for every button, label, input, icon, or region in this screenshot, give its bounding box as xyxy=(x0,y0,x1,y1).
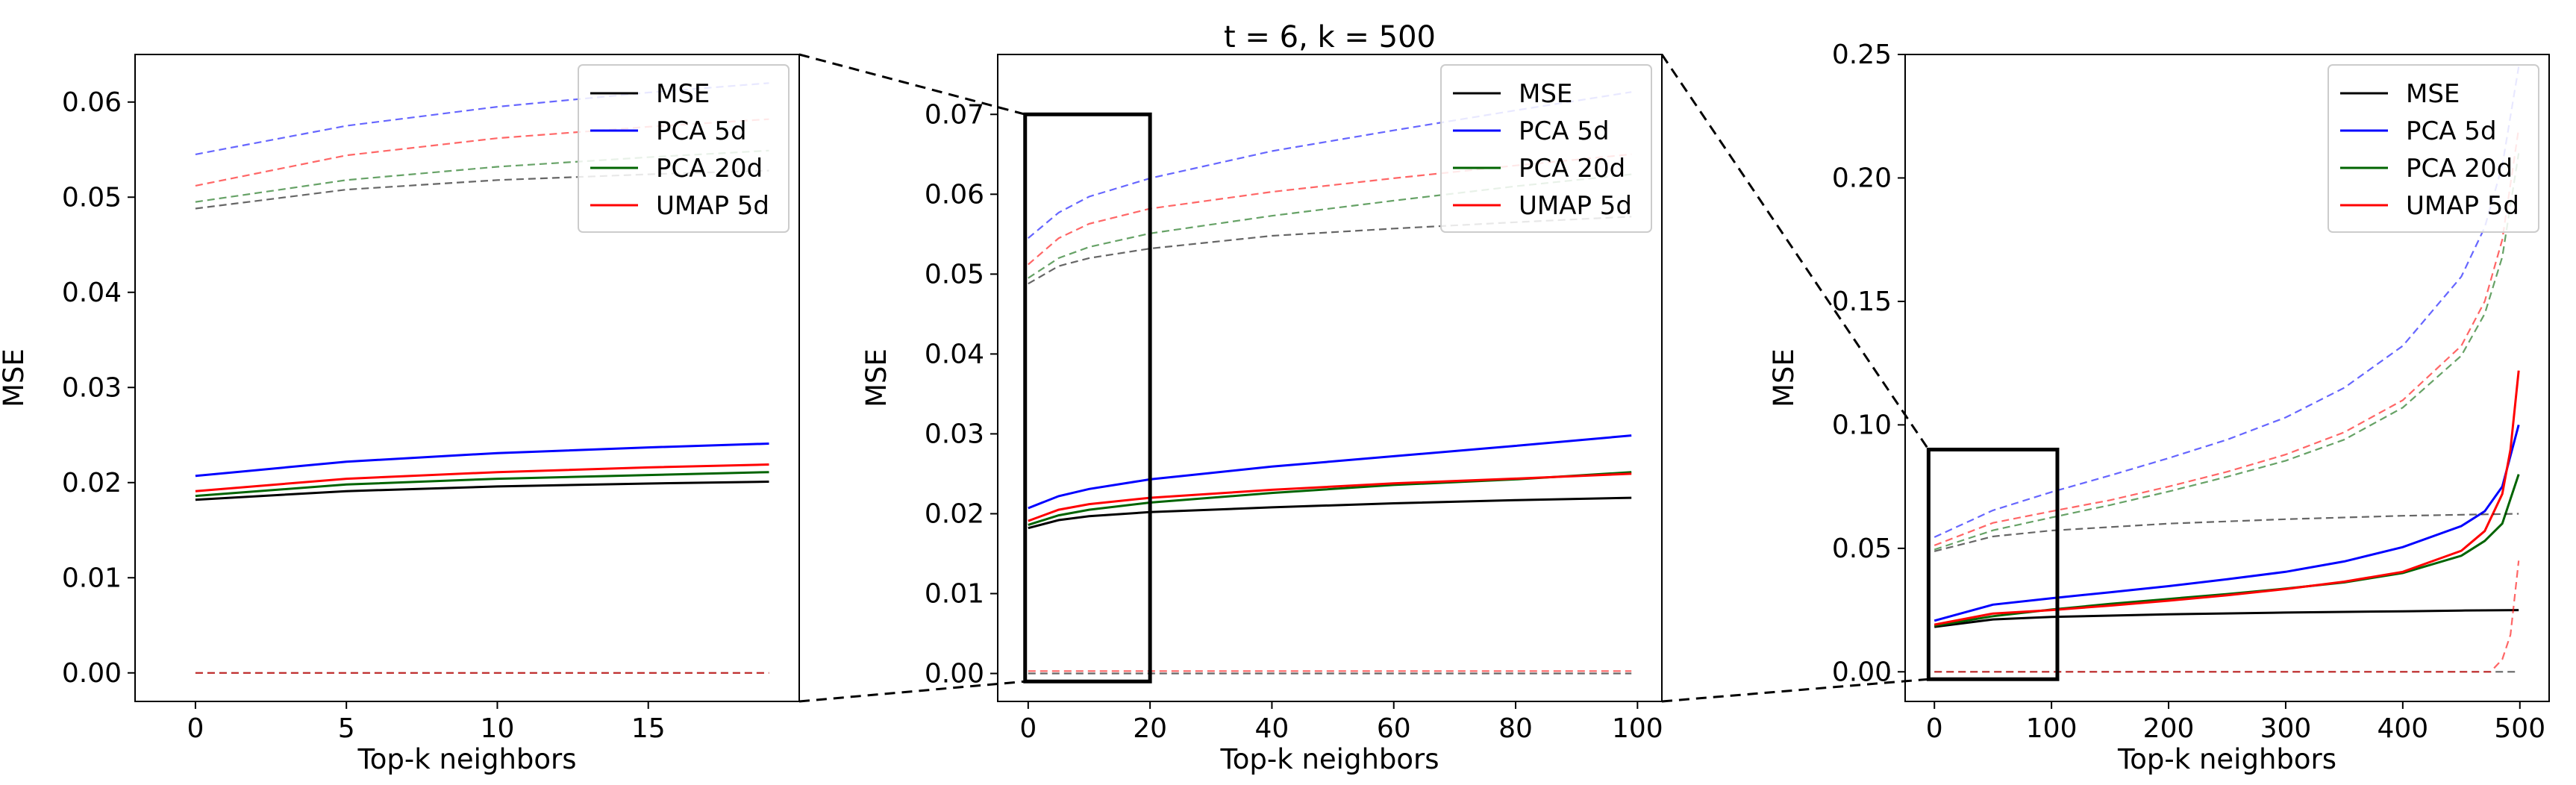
y-tick-label: 0.10 xyxy=(1832,410,1892,440)
x-tick-label: 80 xyxy=(1498,713,1533,744)
x-tick-label: 100 xyxy=(2026,713,2078,744)
x-axis-label: Top-k neighbors xyxy=(2117,743,2336,775)
legend-label: PCA 5d xyxy=(1519,116,1610,146)
x-tick-label: 20 xyxy=(1133,713,1167,744)
x-axis-label: Top-k neighbors xyxy=(1219,743,1439,775)
series-line-pca-5d-dashed xyxy=(1933,66,2520,538)
x-tick-label: 10 xyxy=(481,713,515,744)
legend-label: PCA 20d xyxy=(2406,154,2513,184)
y-tick-label: 0.25 xyxy=(1832,40,1892,70)
series-line-pca-20d-solid xyxy=(195,471,769,498)
series-line-pca-20d-dashed xyxy=(1933,153,2520,551)
x-tick-label: 400 xyxy=(2378,713,2429,744)
x-tick-label: 500 xyxy=(2494,713,2545,744)
legend-box xyxy=(578,64,790,233)
x-tick-label: 200 xyxy=(2143,713,2195,744)
y-tick-label: 0.01 xyxy=(62,563,122,593)
y-tick-label: 0.05 xyxy=(1832,534,1892,564)
x-tick-label: 40 xyxy=(1255,713,1289,744)
series-group xyxy=(195,82,769,674)
y-tick-label: 0.06 xyxy=(925,179,984,210)
x-tick-label: 5 xyxy=(338,713,355,744)
series-group xyxy=(1028,91,1632,675)
legend-label: MSE xyxy=(2406,79,2460,109)
legend-label: PCA 20d xyxy=(1519,154,1625,184)
series-line-umap-5d-dashed xyxy=(1933,128,2520,546)
y-tick-label: 0.07 xyxy=(925,99,984,130)
y-tick-label: 0.02 xyxy=(925,498,984,529)
legend-label: PCA 5d xyxy=(2406,116,2497,146)
zoom-box xyxy=(1023,112,1152,684)
y-tick-label: 0.01 xyxy=(925,579,984,610)
zoom-connector-line xyxy=(798,680,1025,703)
axes-frame xyxy=(1904,54,2550,702)
x-tick-label: 0 xyxy=(187,713,204,744)
series-group xyxy=(1933,66,2520,673)
x-tick-label: 0 xyxy=(1019,713,1037,744)
series-line-pca-5d-solid xyxy=(195,442,769,478)
legend: MSE PCA 5d PCA 20d UMAP 5d xyxy=(1440,64,1652,233)
zoom-connector-line xyxy=(798,53,1026,116)
series-line-mse-dashed xyxy=(1028,216,1632,285)
series-line-umap-5d-dashed xyxy=(195,118,769,187)
zoom-connector-line xyxy=(1660,54,1930,451)
y-tick-label: 0.00 xyxy=(62,658,122,689)
series-line-pca-5d-solid xyxy=(1933,425,2520,622)
legend-label: UMAP 5d xyxy=(656,191,769,221)
chart-title: t = 6, k = 500 xyxy=(1224,20,1436,54)
y-tick-label: 0.03 xyxy=(925,419,984,449)
series-line-pca-5d-solid xyxy=(1028,434,1632,510)
x-tick-label: 15 xyxy=(631,713,666,744)
y-axis-label: MSE xyxy=(860,348,892,407)
series-line-mse-solid xyxy=(1028,496,1632,530)
y-tick-label: 0.00 xyxy=(925,659,984,689)
x-axis-label: Top-k neighbors xyxy=(357,743,576,775)
series-line-mse-solid xyxy=(1934,609,2519,628)
chart-panel-right: 0 100 200 300 400 500 0.00 0.05 0.10 0.15 0.20 0.25… xyxy=(1768,40,2550,775)
legend-label: PCA 20d xyxy=(656,154,763,184)
legend-label: MSE xyxy=(1519,79,1572,109)
y-tick-label: 0.05 xyxy=(62,182,122,213)
y-tick-label: 0.03 xyxy=(62,372,122,403)
series-line-umap-5d-dashed xyxy=(1934,560,2520,673)
legend-box xyxy=(2328,64,2539,233)
y-axis-label: MSE xyxy=(1768,348,1800,407)
y-tick-label: 0.20 xyxy=(1832,163,1892,193)
y-tick-label: 0.05 xyxy=(925,259,984,290)
x-tick-label: 60 xyxy=(1377,713,1411,744)
series-line-mse-solid xyxy=(195,481,769,501)
chart-panel-left: 0 5 10 15 0.00 0.01 0.02 0.03 0.04 0.05 0.06 Top-k … xyxy=(0,54,800,775)
y-tick-label: 0.06 xyxy=(62,87,122,118)
series-line-umap-5d-solid xyxy=(195,463,769,492)
x-tick-label: 300 xyxy=(2260,713,2312,744)
legend-label: UMAP 5d xyxy=(1519,191,1632,221)
legend-box xyxy=(1440,64,1652,233)
y-tick-label: 0.04 xyxy=(62,278,122,308)
y-tick-label: 0.04 xyxy=(925,339,984,369)
zoom-box xyxy=(1926,447,2060,681)
x-tick-label: 0 xyxy=(1926,713,1943,744)
series-line-pca-5d-dashed xyxy=(195,82,769,155)
zoom-connector-line xyxy=(1661,678,1929,703)
series-line-umap-5d-solid xyxy=(1933,370,2520,626)
axes-frame xyxy=(997,54,1663,702)
legend-label: UMAP 5d xyxy=(2406,191,2519,221)
legend: MSE PCA 5d PCA 20d UMAP 5d xyxy=(2328,64,2539,233)
series-line-umap-5d-solid xyxy=(1028,472,1632,522)
axes-frame xyxy=(134,54,800,702)
y-tick-label: 0.00 xyxy=(1832,657,1892,687)
y-tick-label: 0.15 xyxy=(1832,287,1892,317)
legend-label: PCA 5d xyxy=(656,116,747,146)
legend: MSE PCA 5d PCA 20d UMAP 5d xyxy=(578,64,790,233)
legend-label: MSE xyxy=(656,79,710,109)
series-line-mse-dashed xyxy=(1933,513,2519,552)
chart-panel-middle: 0 20 40 60 80 100 0.00 0.01 0.02 0.03 0.04 0.05 0.06… xyxy=(860,20,1663,775)
y-tick-label: 0.02 xyxy=(62,468,122,498)
zoom-connectors xyxy=(798,53,1930,703)
x-tick-label: 100 xyxy=(1612,713,1663,744)
y-axis-label: MSE xyxy=(0,348,30,407)
